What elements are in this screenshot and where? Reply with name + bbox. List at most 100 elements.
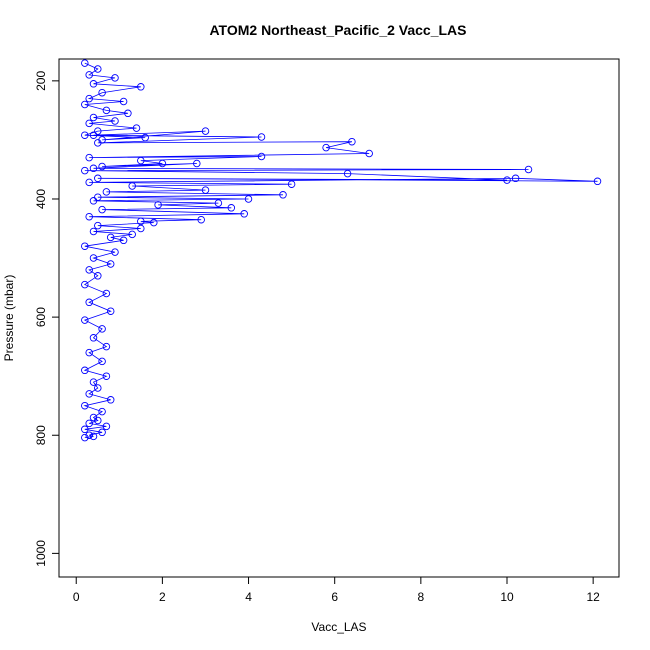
data-point: [81, 425, 89, 434]
x-axis: 0 2 4 6 8 10 12: [73, 576, 600, 604]
data-point: [137, 156, 145, 165]
data-point: [214, 199, 223, 207]
data-point: [98, 205, 106, 214]
data-point: [81, 242, 89, 250]
x-tick-label: 6: [331, 590, 338, 604]
x-tick-label: 0: [73, 590, 80, 604]
data-point: [89, 131, 98, 139]
data-point: [111, 117, 119, 125]
data-point: [193, 159, 201, 168]
data-point: [85, 431, 93, 439]
data-point: [197, 215, 205, 224]
data-point: [201, 127, 210, 135]
data-point: [257, 133, 266, 141]
data-point: [102, 422, 111, 431]
data-point: [81, 366, 89, 375]
data-point: [132, 124, 141, 132]
data-point: [89, 254, 98, 262]
data-point: [85, 419, 93, 428]
data-point: [106, 260, 115, 268]
data-point: [227, 204, 236, 212]
data-point: [81, 433, 89, 442]
data-point: [503, 176, 511, 184]
data-point: [365, 149, 373, 158]
data-point: [158, 159, 167, 168]
data-point: [137, 224, 145, 233]
data-point: [150, 218, 158, 227]
x-tick-label: 10: [500, 590, 514, 604]
chart-title: ATOM2 Northeast_Pacific_2 Vacc_LAS: [209, 22, 466, 38]
data-point: [128, 182, 136, 190]
data-point: [119, 97, 128, 106]
data-point: [102, 106, 111, 115]
data-point: [89, 432, 98, 441]
y-axis: 200 400 600 800 1000: [34, 71, 60, 567]
y-axis-label: Pressure (mbar): [2, 275, 16, 362]
data-point: [85, 119, 93, 128]
data-point: [85, 266, 93, 274]
data-point: [128, 230, 136, 239]
data-point: [81, 59, 89, 67]
data-point: [98, 325, 106, 333]
x-axis-label: Vacc_LAS: [311, 620, 366, 634]
data-point: [85, 153, 93, 162]
y-tick-label: 400: [34, 189, 48, 209]
data-point: [85, 212, 93, 221]
data-point: [102, 342, 111, 351]
data-point: [81, 316, 89, 324]
data-point: [137, 83, 145, 91]
data-point: [287, 180, 296, 188]
plot-area: [81, 59, 602, 442]
x-tick-label: 8: [418, 590, 425, 604]
y-tick-label: 600: [34, 307, 48, 327]
data-point: [201, 186, 210, 194]
data-point: [524, 165, 533, 174]
data-point: [81, 401, 89, 410]
data-point: [89, 378, 98, 386]
x-tick-label: 4: [245, 590, 252, 604]
data-point: [141, 133, 149, 142]
data-point: [89, 334, 98, 342]
data-point: [98, 162, 106, 171]
series-line: [83, 62, 598, 438]
data-point: [85, 390, 93, 398]
data-point: [279, 191, 287, 199]
data-point: [81, 280, 89, 289]
data-point: [89, 164, 98, 173]
data-point: [94, 221, 102, 230]
data-point: [111, 248, 119, 256]
data-point: [89, 197, 98, 205]
y-tick-label: 1000: [34, 540, 48, 567]
data-point: [89, 80, 98, 88]
data-point: [85, 71, 93, 79]
data-point: [240, 210, 248, 218]
data-point: [94, 65, 102, 73]
data-point: [137, 217, 145, 226]
data-point: [98, 357, 106, 366]
data-point: [98, 407, 106, 416]
data-point: [244, 195, 253, 203]
data-point: [102, 289, 111, 298]
data-point: [257, 152, 266, 161]
data-point: [94, 416, 102, 425]
data-point: [106, 233, 115, 242]
data-point: [81, 166, 89, 175]
data-point: [106, 396, 115, 404]
data-point: [98, 428, 106, 437]
data-point: [89, 227, 98, 236]
x-tick-label: 12: [586, 590, 600, 604]
y-tick-label: 200: [34, 71, 48, 91]
data-point: [102, 188, 111, 196]
data-point: [85, 348, 93, 357]
data-point: [85, 178, 93, 187]
data-point: [511, 174, 520, 183]
data-point: [593, 177, 602, 186]
y-tick-label: 800: [34, 425, 48, 445]
data-point: [322, 143, 330, 152]
data-point: [81, 131, 89, 139]
data-point: [111, 74, 119, 82]
data-point: [94, 127, 102, 135]
data-point: [348, 137, 356, 146]
data-point: [94, 384, 102, 392]
